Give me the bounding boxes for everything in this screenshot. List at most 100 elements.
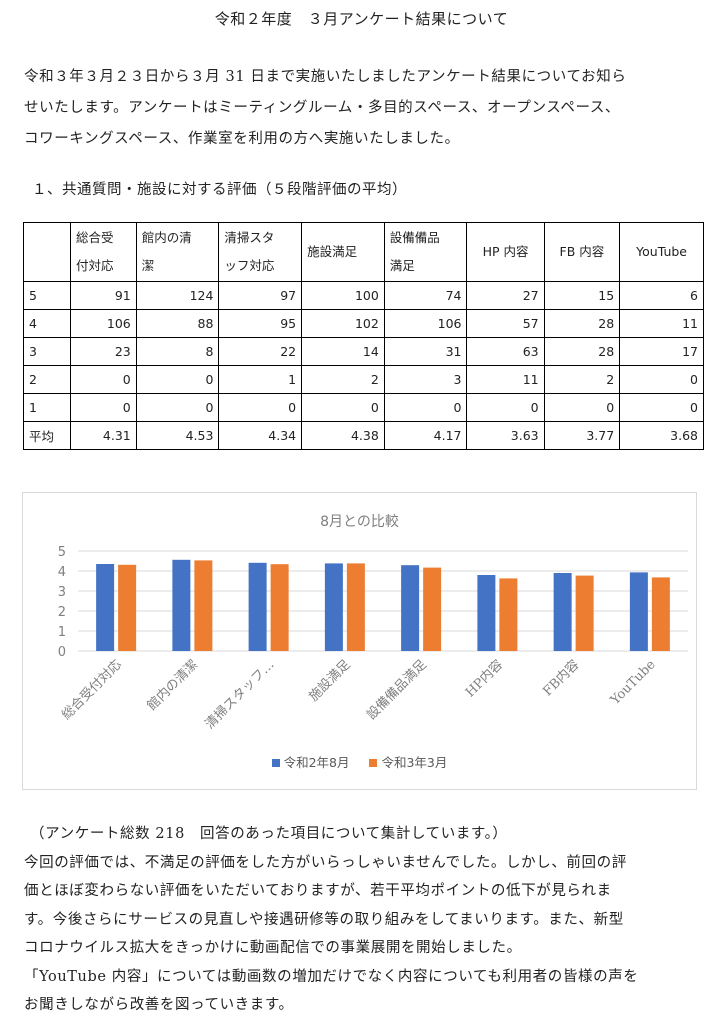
y-tick-label: 4	[58, 565, 66, 580]
legend-item: 令和2年8月	[271, 752, 350, 771]
table-cell: 2	[301, 365, 385, 394]
table-cell: 3.68	[619, 421, 704, 450]
col-header-youtube: YouTube	[619, 222, 704, 282]
summary-line: お聞きしながら改善を図っていきます。	[24, 997, 294, 1013]
x-tick-label: 館内の清潔	[144, 657, 201, 714]
summary-line: す。今後さらにサービスの見直しや接遇研修等の取り組みをしてまいります。また、新型	[24, 911, 624, 928]
summary-line: コロナウイルス拡大をきっかけに動画配信での事業展開を開始しました。	[24, 940, 522, 956]
x-tick-label: 清掃スタッフ…	[202, 657, 278, 733]
col-header-line: 総合受	[76, 230, 114, 245]
bar	[477, 575, 496, 651]
table-cell: 0	[135, 393, 220, 422]
bar	[346, 563, 365, 651]
table-cell: 106	[70, 309, 137, 338]
row-label: 5	[23, 281, 71, 310]
summary-line: （アンケート総数 218 回答のあった項目について集計しています。）	[30, 826, 508, 842]
intro-line: コワーキングスペース、作業室を利用の方へ実施いたしました。	[24, 131, 460, 147]
table-cell: 0	[383, 393, 468, 422]
table-cell: 91	[70, 281, 137, 310]
table-cell: 4.53	[135, 421, 220, 450]
table-header-row: 総合受 付対応 館内の清潔 清掃スタ ッフ対応 施設満足 設備備品 満足 HP 内容 …	[23, 222, 704, 282]
row-label: 2	[23, 365, 71, 394]
col-header-line: HP 内容	[482, 244, 529, 259]
bar	[270, 564, 289, 651]
comparison-chart: 8月との比較 0 1 2 3 4 5 総合受付対応 館内の清潔 清掃スタッフ… 施設満足 設備備品満…	[22, 492, 697, 790]
table-cell: 3.77	[543, 421, 621, 450]
table-cell: 8	[135, 337, 220, 366]
bar	[401, 565, 420, 651]
x-tick-label: 施設満足	[306, 657, 354, 705]
table-cell: 11	[619, 309, 704, 338]
y-tick-label: 0	[58, 645, 66, 660]
bar	[423, 567, 442, 651]
col-header-line: 満足	[389, 258, 415, 273]
summary-line: 今回の評価では、不満足の評価をした方がいらっしゃいませんでした。しかし、前回の評	[24, 854, 627, 871]
table-cell: 0	[619, 393, 704, 422]
col-header-line: 潔	[141, 258, 155, 273]
col-header-line: 清掃スタ	[224, 230, 275, 245]
table-cell: 63	[466, 337, 545, 366]
col-header-line: 館内の清	[141, 230, 192, 245]
table-cell: 74	[383, 281, 468, 310]
bar	[172, 559, 191, 651]
table-row: 5 91 124 97 100 74 27 15 6	[23, 281, 704, 310]
table-cell: 3	[383, 365, 468, 394]
bar	[324, 563, 343, 651]
table-row: 平均 4.31 4.53 4.34 4.38 4.17 3.63 3.77 3.68	[23, 421, 704, 450]
table-cell: 57	[466, 309, 545, 338]
document-title: 令和２年度 ３月アンケート結果について	[214, 10, 509, 28]
col-header-line: FB 内容	[559, 244, 605, 259]
bar	[629, 572, 648, 651]
row-label: 3	[23, 337, 71, 366]
section-heading: １、共通質問・施設に対する評価（５段階評価の平均）	[32, 182, 407, 198]
table-cell: 95	[218, 309, 303, 338]
table-cell: 2	[543, 365, 621, 394]
table-row: 3 23 8 22 14 31 63 28 17	[23, 337, 704, 366]
table-cell: 27	[466, 281, 545, 310]
table-cell: 1	[218, 365, 303, 394]
x-tick-label: 設備備品満足	[363, 657, 429, 723]
col-header-line: 設備備品	[389, 230, 440, 245]
table-row: 4 106 88 95 102 106 57 28 11	[23, 309, 704, 338]
col-header-cleaning-staff: 清掃スタ ッフ対応	[218, 222, 303, 282]
table-cell: 0	[466, 393, 545, 422]
x-tick-label: YouTube	[607, 657, 659, 709]
legend-label: 令和2年8月	[283, 755, 350, 770]
summary-paragraph: （アンケート総数 218 回答のあった項目について集計しています。） 今回の評価…	[24, 820, 704, 1020]
table-cell: 0	[135, 365, 220, 394]
col-header-facility: 施設満足	[301, 222, 385, 282]
table-corner-cell	[23, 222, 71, 282]
bar	[248, 562, 267, 651]
chart-legend: 令和2年8月 令和3年3月	[23, 752, 696, 771]
results-table: 総合受 付対応 館内の清潔 清掃スタ ッフ対応 施設満足 設備備品 満足 HP 内容 …	[23, 222, 704, 450]
table-cell: 28	[543, 337, 621, 366]
bar	[499, 578, 518, 651]
table-cell: 4.38	[301, 421, 385, 450]
intro-line: 令和３年３月２３日から３月 31 日まで実施いたしましたアンケート結果についてお…	[24, 69, 627, 85]
row-label: 1	[23, 393, 71, 422]
table-cell: 0	[70, 393, 137, 422]
table-cell: 124	[135, 281, 220, 310]
x-tick-label: FB内容	[540, 657, 583, 700]
col-header-hp: HP 内容	[466, 222, 545, 282]
col-header-line: YouTube	[636, 244, 687, 259]
col-header-line: 付対応	[76, 258, 114, 273]
table-cell: 102	[301, 309, 385, 338]
table-cell: 106	[383, 309, 468, 338]
table-cell: 6	[619, 281, 704, 310]
x-tick-label: 総合受付対応	[59, 657, 125, 723]
table-cell: 4.34	[218, 421, 303, 450]
table-cell: 15	[543, 281, 621, 310]
table-cell: 97	[218, 281, 303, 310]
bar	[194, 560, 213, 651]
bar	[96, 564, 115, 651]
summary-line: 「YouTube 内容」については動画数の増加だけでなく内容についても利用者の皆…	[24, 968, 639, 985]
y-tick-label: 3	[58, 585, 66, 600]
table-cell: 0	[543, 393, 621, 422]
y-tick-label: 5	[58, 545, 66, 560]
bar	[553, 573, 572, 651]
table-cell: 0	[301, 393, 385, 422]
legend-swatch	[271, 759, 280, 767]
col-header-line: ッフ対応	[224, 258, 275, 273]
